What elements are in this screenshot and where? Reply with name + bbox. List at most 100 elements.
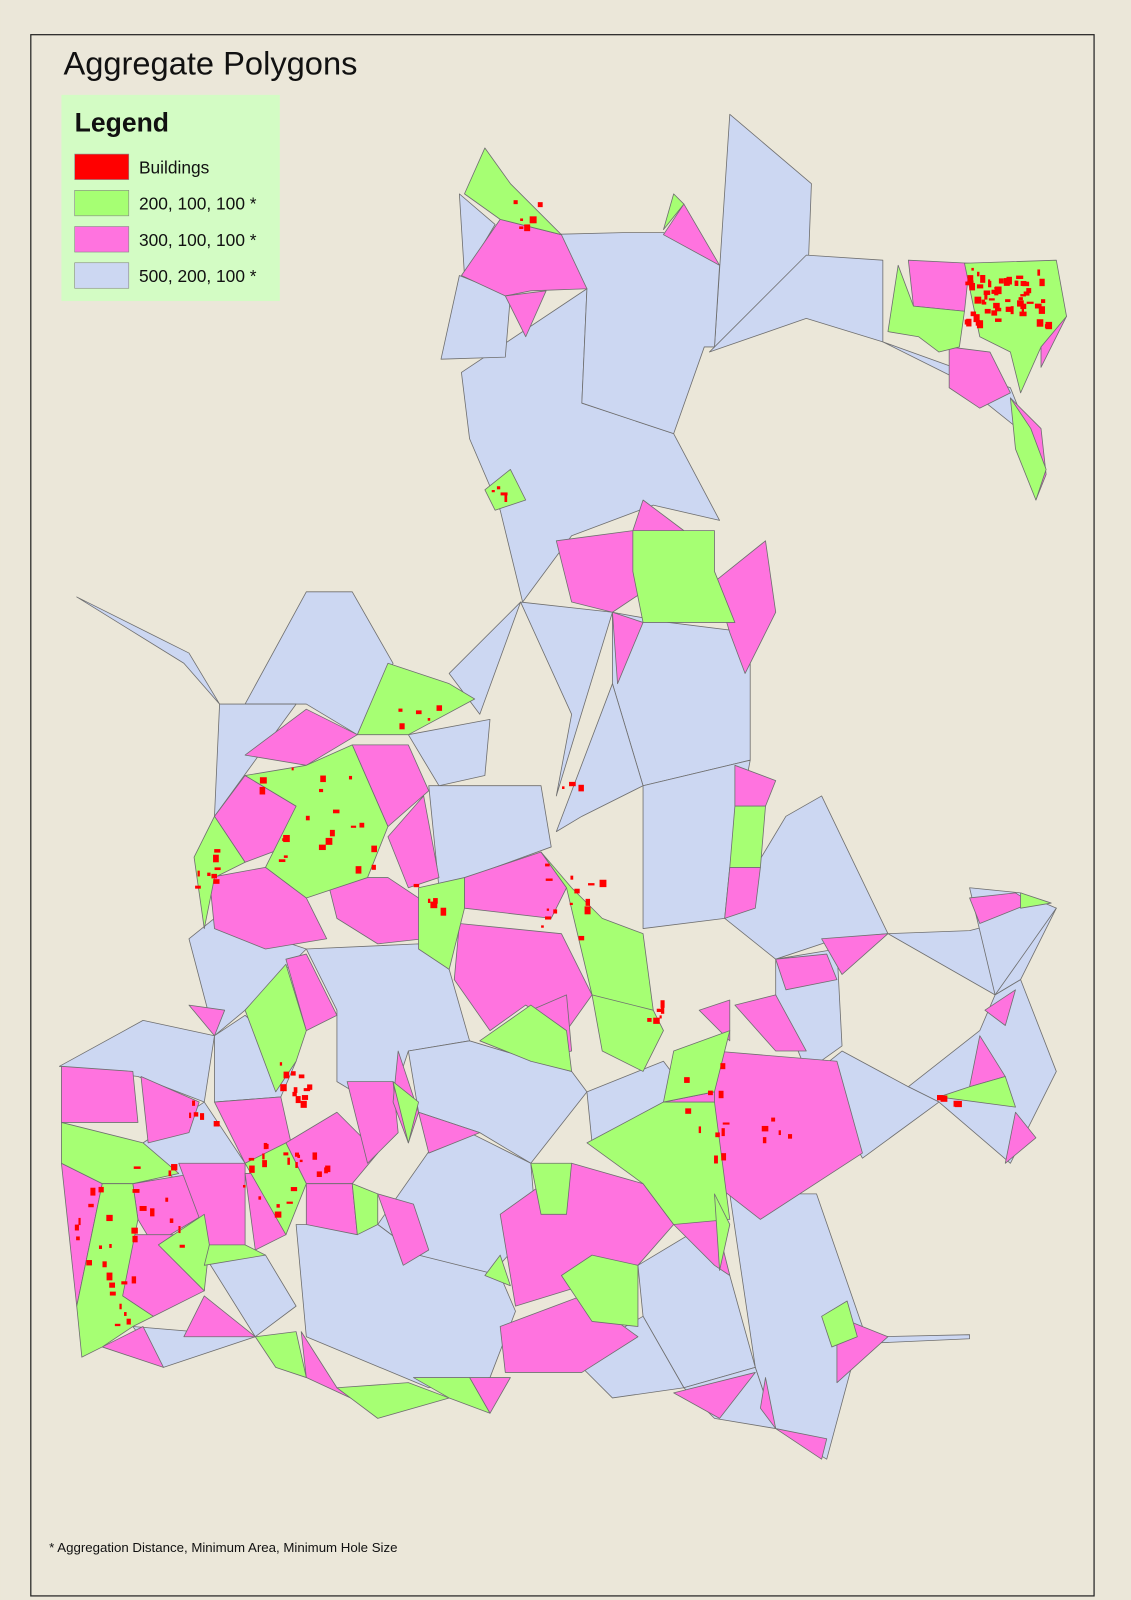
- building: [983, 290, 991, 295]
- building: [1010, 306, 1014, 315]
- building: [399, 723, 405, 730]
- building: [348, 775, 353, 780]
- building: [213, 879, 220, 884]
- building: [1017, 300, 1024, 307]
- building: [994, 287, 1001, 290]
- building: [1037, 269, 1041, 276]
- building: [553, 909, 558, 914]
- building: [193, 1112, 199, 1117]
- aggregate-200-100-100: [938, 1076, 1016, 1108]
- legend-label: 200, 100, 100 *: [139, 194, 257, 214]
- building: [248, 1157, 255, 1161]
- building: [761, 1125, 769, 1132]
- building: [436, 705, 443, 711]
- legend-label: 300, 100, 100 *: [139, 230, 257, 250]
- aggregate-300-100-100: [663, 203, 720, 266]
- building: [292, 1091, 297, 1097]
- building: [541, 925, 544, 928]
- building: [569, 781, 576, 787]
- building: [301, 1095, 309, 1100]
- building: [991, 289, 997, 294]
- building: [178, 1225, 181, 1234]
- building: [771, 1118, 775, 1122]
- legend-label: 500, 200, 100 *: [139, 266, 257, 286]
- building: [279, 1062, 283, 1066]
- building: [415, 710, 422, 715]
- building: [969, 280, 974, 286]
- building: [988, 280, 992, 288]
- aggregate-300-100-100: [101, 1326, 164, 1368]
- legend-swatch: [74, 153, 130, 180]
- map-title: Aggregate Polygons: [63, 44, 357, 81]
- building: [298, 1074, 305, 1079]
- aggregate-300-100-100: [188, 1004, 226, 1037]
- map-layer: [58, 113, 1067, 1460]
- aggregate-300-100-100: [698, 999, 731, 1042]
- building: [280, 1084, 287, 1092]
- building: [545, 878, 553, 881]
- building: [276, 1204, 280, 1208]
- building: [294, 1152, 300, 1157]
- building: [504, 494, 508, 503]
- aggregate-200-100-100: [591, 994, 664, 1072]
- aggregate-200-100-100: [530, 1162, 573, 1215]
- aggregate-300-100-100: [984, 989, 1016, 1026]
- building: [262, 1153, 265, 1160]
- building: [653, 1017, 660, 1024]
- building: [529, 216, 537, 224]
- building: [1034, 303, 1042, 309]
- building: [714, 1155, 718, 1164]
- building: [984, 293, 988, 300]
- building: [721, 1128, 725, 1137]
- aggregate-200-100-100: [1009, 397, 1047, 501]
- building: [305, 815, 310, 821]
- building: [656, 1008, 664, 1013]
- building: [722, 1122, 730, 1125]
- building: [98, 1186, 104, 1193]
- aggregate-200-100-100: [1020, 892, 1052, 909]
- building: [685, 1108, 692, 1114]
- aggregate-200-100-100: [464, 147, 562, 236]
- aggregate-200-100-100: [484, 468, 527, 511]
- building: [329, 829, 335, 837]
- building: [973, 314, 980, 322]
- building: [291, 767, 294, 771]
- building: [283, 855, 288, 858]
- building: [179, 1244, 185, 1248]
- building: [192, 1100, 196, 1106]
- aggregate-200-100-100: [663, 1030, 731, 1103]
- footnote: * Aggregation Distance, Minimum Area, Mi…: [49, 1540, 397, 1555]
- building: [1040, 299, 1046, 304]
- aggregate-500-200-100: [76, 596, 220, 705]
- building: [433, 898, 438, 904]
- building: [981, 299, 985, 304]
- building: [207, 872, 211, 877]
- building: [121, 1281, 128, 1285]
- aggregate-200-100-100: [479, 1004, 573, 1072]
- building: [440, 907, 447, 916]
- building: [966, 318, 972, 327]
- building: [86, 1260, 93, 1266]
- building: [325, 837, 333, 845]
- aggregate-200-100-100: [632, 530, 736, 623]
- building: [954, 1100, 962, 1108]
- building: [1036, 319, 1044, 327]
- aggregate-200-100-100: [193, 815, 246, 929]
- building: [171, 1164, 178, 1171]
- aggregate-200-100-100: [821, 1300, 858, 1348]
- building: [90, 1187, 96, 1196]
- aggregate-300-100-100: [673, 1372, 756, 1419]
- building: [200, 1113, 205, 1120]
- building: [562, 786, 565, 789]
- building: [660, 1006, 665, 1014]
- building: [274, 1211, 282, 1218]
- building: [165, 1197, 169, 1202]
- aggregate-300-100-100: [387, 795, 440, 889]
- aggregate-300-100-100: [714, 540, 777, 674]
- aggregate-300-100-100: [821, 933, 889, 975]
- aggregate-200-100-100: [203, 1244, 266, 1266]
- building: [74, 1224, 79, 1231]
- building: [520, 218, 524, 221]
- building: [969, 282, 976, 291]
